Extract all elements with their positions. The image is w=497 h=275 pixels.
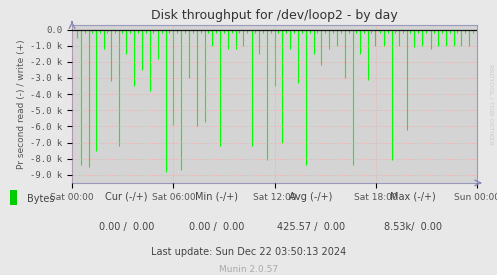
Text: Munin 2.0.57: Munin 2.0.57 (219, 265, 278, 274)
Text: Last update: Sun Dec 22 03:50:13 2024: Last update: Sun Dec 22 03:50:13 2024 (151, 247, 346, 257)
Text: Min (-/+): Min (-/+) (195, 192, 238, 202)
Text: 8.53k/  0.00: 8.53k/ 0.00 (384, 222, 441, 232)
Text: 425.57 /  0.00: 425.57 / 0.00 (276, 222, 345, 232)
Title: Disk throughput for /dev/loop2 - by day: Disk throughput for /dev/loop2 - by day (151, 9, 398, 22)
Text: Cur (-/+): Cur (-/+) (105, 192, 148, 202)
Text: Max (-/+): Max (-/+) (390, 192, 435, 202)
Text: 0.00 /  0.00: 0.00 / 0.00 (99, 222, 155, 232)
Text: Avg (-/+): Avg (-/+) (289, 192, 332, 202)
Text: RRDTOOL / TOBI OETIKER: RRDTOOL / TOBI OETIKER (489, 64, 494, 145)
Text: Bytes: Bytes (27, 194, 55, 204)
Y-axis label: Pr second read (-) / write (+): Pr second read (-) / write (+) (17, 39, 26, 169)
Text: 0.00 /  0.00: 0.00 / 0.00 (188, 222, 244, 232)
